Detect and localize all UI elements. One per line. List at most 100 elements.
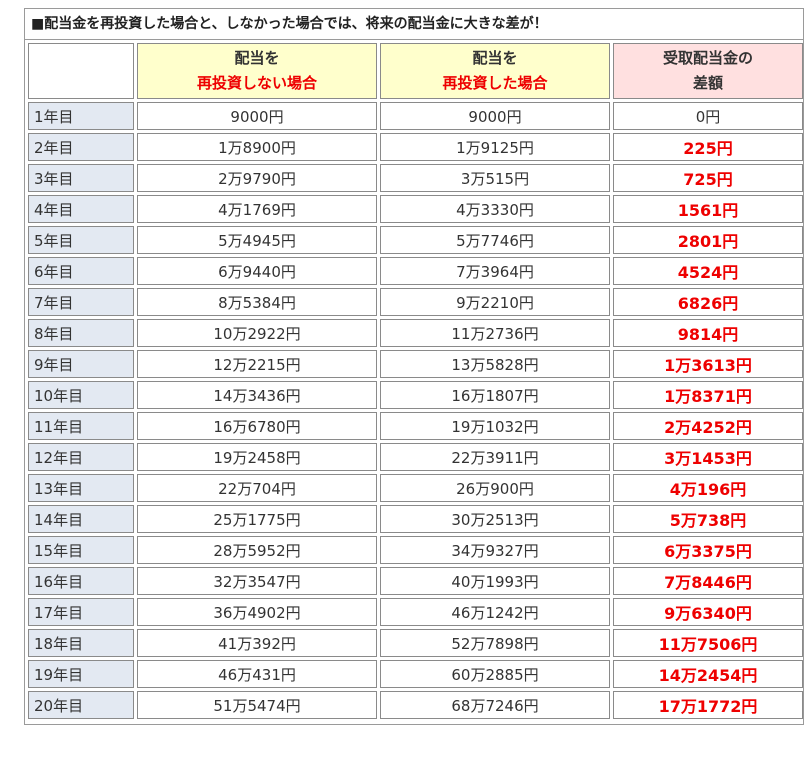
table-row: 1年目 9000円 9000円 0円 bbox=[28, 102, 803, 130]
row-difference-value: 7万8446円 bbox=[613, 567, 803, 595]
row-no-reinvest-value: 16万6780円 bbox=[137, 412, 377, 440]
table-row: 5年目 5万4945円 5万7746円 2801円 bbox=[28, 226, 803, 254]
row-year-label: 9年目 bbox=[28, 350, 134, 378]
table-row: 9年目 12万2215円 13万5828円 1万3613円 bbox=[28, 350, 803, 378]
row-reinvest-value: 46万1242円 bbox=[380, 598, 610, 626]
header-no-reinvest-line1: 配当を bbox=[234, 49, 280, 67]
row-year-label: 4年目 bbox=[28, 195, 134, 223]
row-no-reinvest-value: 51万5474円 bbox=[137, 691, 377, 719]
row-no-reinvest-value: 5万4945円 bbox=[137, 226, 377, 254]
row-no-reinvest-value: 22万704円 bbox=[137, 474, 377, 502]
row-year-label: 10年目 bbox=[28, 381, 134, 409]
table-row: 4年目 4万1769円 4万3330円 1561円 bbox=[28, 195, 803, 223]
row-difference-value: 3万1453円 bbox=[613, 443, 803, 471]
row-reinvest-value: 1万9125円 bbox=[380, 133, 610, 161]
row-no-reinvest-value: 4万1769円 bbox=[137, 195, 377, 223]
table-row: 15年目 28万5952円 34万9327円 6万3375円 bbox=[28, 536, 803, 564]
header-row: 配当を 再投資しない場合 配当を 再投資した場合 受取配当金の 差額 bbox=[28, 43, 803, 99]
row-year-label: 12年目 bbox=[28, 443, 134, 471]
table-row: 11年目 16万6780円 19万1032円 2万4252円 bbox=[28, 412, 803, 440]
table-row: 2年目 1万8900円 1万9125円 225円 bbox=[28, 133, 803, 161]
row-reinvest-value: 9万2210円 bbox=[380, 288, 610, 316]
row-no-reinvest-value: 19万2458円 bbox=[137, 443, 377, 471]
row-difference-value: 2万4252円 bbox=[613, 412, 803, 440]
row-reinvest-value: 30万2513円 bbox=[380, 505, 610, 533]
row-difference-value: 4524円 bbox=[613, 257, 803, 285]
row-reinvest-value: 16万1807円 bbox=[380, 381, 610, 409]
table-row: 10年目 14万3436円 16万1807円 1万8371円 bbox=[28, 381, 803, 409]
row-reinvest-value: 34万9327円 bbox=[380, 536, 610, 564]
row-no-reinvest-value: 32万3547円 bbox=[137, 567, 377, 595]
row-reinvest-value: 3万515円 bbox=[380, 164, 610, 192]
row-year-label: 17年目 bbox=[28, 598, 134, 626]
row-no-reinvest-value: 8万5384円 bbox=[137, 288, 377, 316]
row-difference-value: 11万7506円 bbox=[613, 629, 803, 657]
table-title: ■配当金を再投資した場合と、しなかった場合では、将来の配当金に大きな差が！ bbox=[25, 9, 803, 40]
table-row: 13年目 22万704円 26万900円 4万196円 bbox=[28, 474, 803, 502]
row-difference-value: 1万3613円 bbox=[613, 350, 803, 378]
row-year-label: 19年目 bbox=[28, 660, 134, 688]
header-reinvest: 配当を 再投資した場合 bbox=[380, 43, 610, 99]
table-row: 12年目 19万2458円 22万3911円 3万1453円 bbox=[28, 443, 803, 471]
row-no-reinvest-value: 10万2922円 bbox=[137, 319, 377, 347]
row-difference-value: 2801円 bbox=[613, 226, 803, 254]
table-row: 18年目 41万392円 52万7898円 11万7506円 bbox=[28, 629, 803, 657]
row-no-reinvest-value: 9000円 bbox=[137, 102, 377, 130]
row-reinvest-value: 40万1993円 bbox=[380, 567, 610, 595]
dividend-comparison-box: ■配当金を再投資した場合と、しなかった場合では、将来の配当金に大きな差が！ 配当… bbox=[24, 8, 804, 725]
row-year-label: 14年目 bbox=[28, 505, 134, 533]
row-year-label: 20年目 bbox=[28, 691, 134, 719]
row-reinvest-value: 22万3911円 bbox=[380, 443, 610, 471]
row-year-label: 3年目 bbox=[28, 164, 134, 192]
row-no-reinvest-value: 36万4902円 bbox=[137, 598, 377, 626]
row-difference-value: 9814円 bbox=[613, 319, 803, 347]
table-row: 19年目 46万431円 60万2885円 14万2454円 bbox=[28, 660, 803, 688]
row-reinvest-value: 5万7746円 bbox=[380, 226, 610, 254]
row-difference-value: 9万6340円 bbox=[613, 598, 803, 626]
row-year-label: 15年目 bbox=[28, 536, 134, 564]
table-row: 17年目 36万4902円 46万1242円 9万6340円 bbox=[28, 598, 803, 626]
dividend-table-body: 配当を 再投資しない場合 配当を 再投資した場合 受取配当金の 差額 1年目 90… bbox=[28, 43, 803, 719]
row-year-label: 7年目 bbox=[28, 288, 134, 316]
row-reinvest-value: 11万2736円 bbox=[380, 319, 610, 347]
row-year-label: 1年目 bbox=[28, 102, 134, 130]
row-no-reinvest-value: 46万431円 bbox=[137, 660, 377, 688]
table-row: 20年目 51万5474円 68万7246円 17万1772円 bbox=[28, 691, 803, 719]
table-row: 7年目 8万5384円 9万2210円 6826円 bbox=[28, 288, 803, 316]
row-no-reinvest-value: 12万2215円 bbox=[137, 350, 377, 378]
row-no-reinvest-value: 14万3436円 bbox=[137, 381, 377, 409]
row-no-reinvest-value: 25万1775円 bbox=[137, 505, 377, 533]
row-no-reinvest-value: 2万9790円 bbox=[137, 164, 377, 192]
header-difference: 受取配当金の 差額 bbox=[613, 43, 803, 99]
row-difference-value: 725円 bbox=[613, 164, 803, 192]
row-year-label: 11年目 bbox=[28, 412, 134, 440]
row-year-label: 16年目 bbox=[28, 567, 134, 595]
row-reinvest-value: 9000円 bbox=[380, 102, 610, 130]
row-reinvest-value: 68万7246円 bbox=[380, 691, 610, 719]
row-reinvest-value: 7万3964円 bbox=[380, 257, 610, 285]
row-year-label: 2年目 bbox=[28, 133, 134, 161]
row-reinvest-value: 52万7898円 bbox=[380, 629, 610, 657]
header-difference-line1: 受取配当金の bbox=[662, 49, 753, 67]
row-difference-value: 0円 bbox=[613, 102, 803, 130]
row-year-label: 8年目 bbox=[28, 319, 134, 347]
header-no-reinvest: 配当を 再投資しない場合 bbox=[137, 43, 377, 99]
header-reinvest-line2: 再投資した場合 bbox=[442, 74, 548, 92]
row-year-label: 18年目 bbox=[28, 629, 134, 657]
row-reinvest-value: 60万2885円 bbox=[380, 660, 610, 688]
row-year-label: 6年目 bbox=[28, 257, 134, 285]
row-reinvest-value: 4万3330円 bbox=[380, 195, 610, 223]
corner-cell bbox=[28, 43, 134, 99]
row-difference-value: 14万2454円 bbox=[613, 660, 803, 688]
row-difference-value: 4万196円 bbox=[613, 474, 803, 502]
row-difference-value: 6826円 bbox=[613, 288, 803, 316]
row-reinvest-value: 13万5828円 bbox=[380, 350, 610, 378]
row-no-reinvest-value: 41万392円 bbox=[137, 629, 377, 657]
row-difference-value: 5万738円 bbox=[613, 505, 803, 533]
header-difference-line2: 差額 bbox=[692, 74, 723, 92]
row-no-reinvest-value: 28万5952円 bbox=[137, 536, 377, 564]
table-row: 16年目 32万3547円 40万1993円 7万8446円 bbox=[28, 567, 803, 595]
row-difference-value: 6万3375円 bbox=[613, 536, 803, 564]
row-difference-value: 225円 bbox=[613, 133, 803, 161]
row-difference-value: 17万1772円 bbox=[613, 691, 803, 719]
